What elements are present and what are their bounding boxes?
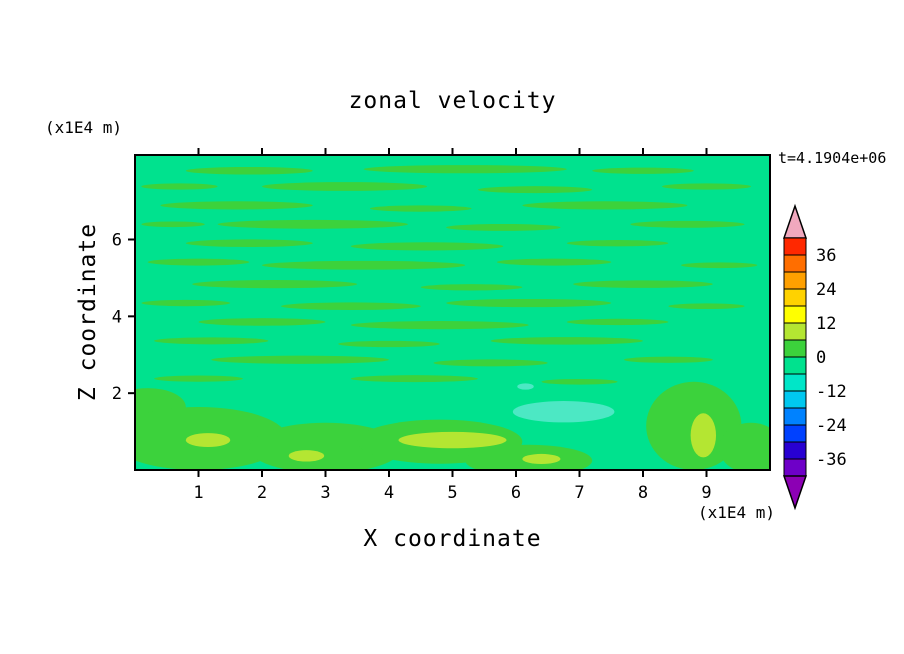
chart-title: zonal velocity bbox=[348, 88, 557, 114]
x-tick-label: 4 bbox=[384, 483, 394, 503]
colorbar-tick-label: 24 bbox=[816, 280, 836, 300]
colorbar-tick-label: -36 bbox=[816, 450, 847, 470]
contour-blob bbox=[350, 375, 478, 383]
y-tick-label: 2 bbox=[112, 384, 122, 404]
contour-plot-svg: 1 2 3 4 5 6 7 8 9 2 4 6 bbox=[112, 148, 771, 503]
contour-blob bbox=[522, 201, 688, 210]
contour-blob bbox=[446, 223, 561, 231]
colorbar-segment bbox=[783, 339, 807, 358]
contour-blob bbox=[496, 258, 612, 266]
contour-blob bbox=[192, 280, 358, 289]
contour-blob bbox=[141, 299, 231, 307]
colorbar-over-arrow bbox=[782, 203, 808, 239]
y-axis-label: Z coordinate bbox=[75, 222, 101, 402]
contour-blob bbox=[141, 221, 205, 228]
contour-blob bbox=[517, 383, 534, 390]
time-annotation: t=4.1904e+06 bbox=[778, 149, 887, 167]
contour-blob bbox=[363, 165, 567, 174]
contour-blob bbox=[490, 337, 643, 345]
contour-blob bbox=[566, 318, 669, 326]
y-axis-unit-label: (x1E4 m) bbox=[45, 118, 123, 137]
contour-blob bbox=[281, 302, 421, 310]
colorbar-segment bbox=[783, 271, 807, 290]
x-tick-label: 8 bbox=[638, 483, 648, 503]
contour-blob bbox=[147, 258, 250, 266]
contour-blob bbox=[446, 298, 612, 308]
contour-blob bbox=[592, 167, 694, 174]
colorbar-tick-label: 36 bbox=[816, 246, 836, 266]
colorbar-tick-label: 0 bbox=[816, 348, 826, 368]
contour-blob bbox=[681, 262, 758, 269]
colorbar-svg: 36 24 12 0 -12 -24 -36 bbox=[782, 203, 847, 511]
colorbar-segment bbox=[783, 458, 807, 477]
contour-blob bbox=[477, 186, 593, 194]
colorbar-segment bbox=[783, 441, 807, 460]
contour-blob bbox=[369, 205, 472, 212]
contour-blob bbox=[185, 239, 313, 247]
contour-blob bbox=[623, 356, 713, 363]
colorbar-segment bbox=[783, 288, 807, 307]
x-tick-label: 7 bbox=[574, 483, 584, 503]
x-tick-label: 5 bbox=[447, 483, 457, 503]
contour-blob bbox=[198, 318, 326, 326]
colorbar-segment bbox=[783, 356, 807, 375]
contour-blob bbox=[420, 284, 523, 291]
x-tick-label: 2 bbox=[257, 483, 267, 503]
contour-blob bbox=[262, 260, 466, 270]
colorbar-segment bbox=[783, 305, 807, 324]
contour-blob bbox=[662, 183, 751, 190]
contour-blob bbox=[262, 182, 428, 191]
contour-blob bbox=[512, 401, 615, 423]
contour-blob bbox=[288, 450, 325, 462]
x-axis-label: X coordinate bbox=[363, 526, 542, 552]
plot-border bbox=[134, 154, 771, 471]
colorbar-segment bbox=[783, 237, 807, 256]
contour-blob bbox=[541, 378, 618, 385]
y-tick-label: 6 bbox=[112, 231, 122, 251]
contour-blob bbox=[630, 220, 745, 228]
colorbar-tick-label: -24 bbox=[816, 416, 847, 436]
colorbar-under-arrow bbox=[782, 475, 808, 511]
colorbar-segment bbox=[783, 322, 807, 341]
contour-field-blobs bbox=[135, 165, 770, 470]
colorbar-segment bbox=[783, 424, 807, 443]
contour-blob bbox=[350, 321, 529, 330]
contour-blob bbox=[211, 355, 389, 364]
contour-blob bbox=[668, 303, 745, 310]
colorbar-segment bbox=[783, 407, 807, 426]
contour-blob bbox=[338, 340, 440, 348]
x-tick-label: 1 bbox=[193, 483, 203, 503]
contour-blob bbox=[350, 242, 504, 251]
contour-blob bbox=[185, 433, 231, 448]
colorbar-segment bbox=[783, 373, 807, 392]
colorbar-segment bbox=[783, 390, 807, 409]
x-tick-label: 3 bbox=[320, 483, 330, 503]
y-tick-label: 4 bbox=[112, 307, 122, 327]
colorbar-segment bbox=[783, 254, 807, 273]
x-tick-label: 6 bbox=[511, 483, 521, 503]
contour-blob bbox=[154, 375, 243, 382]
colorbar-tick-label: -12 bbox=[816, 382, 847, 402]
contour-blob bbox=[719, 422, 770, 470]
x-tick-label: 9 bbox=[701, 483, 711, 503]
x-axis-unit-label: (x1E4 m) bbox=[697, 503, 775, 522]
contour-blob bbox=[433, 359, 548, 367]
contour-blob bbox=[690, 413, 717, 458]
contour-blob bbox=[398, 431, 507, 449]
contour-blob bbox=[566, 240, 669, 247]
contour-blob bbox=[160, 201, 313, 210]
contour-blob bbox=[141, 183, 218, 190]
contour-blob bbox=[522, 453, 561, 465]
contour-blob bbox=[217, 219, 409, 229]
contour-blob bbox=[573, 280, 713, 288]
colorbar-tick-label: 12 bbox=[816, 314, 836, 334]
contour-blob bbox=[154, 337, 269, 345]
contour-blob bbox=[185, 166, 313, 175]
